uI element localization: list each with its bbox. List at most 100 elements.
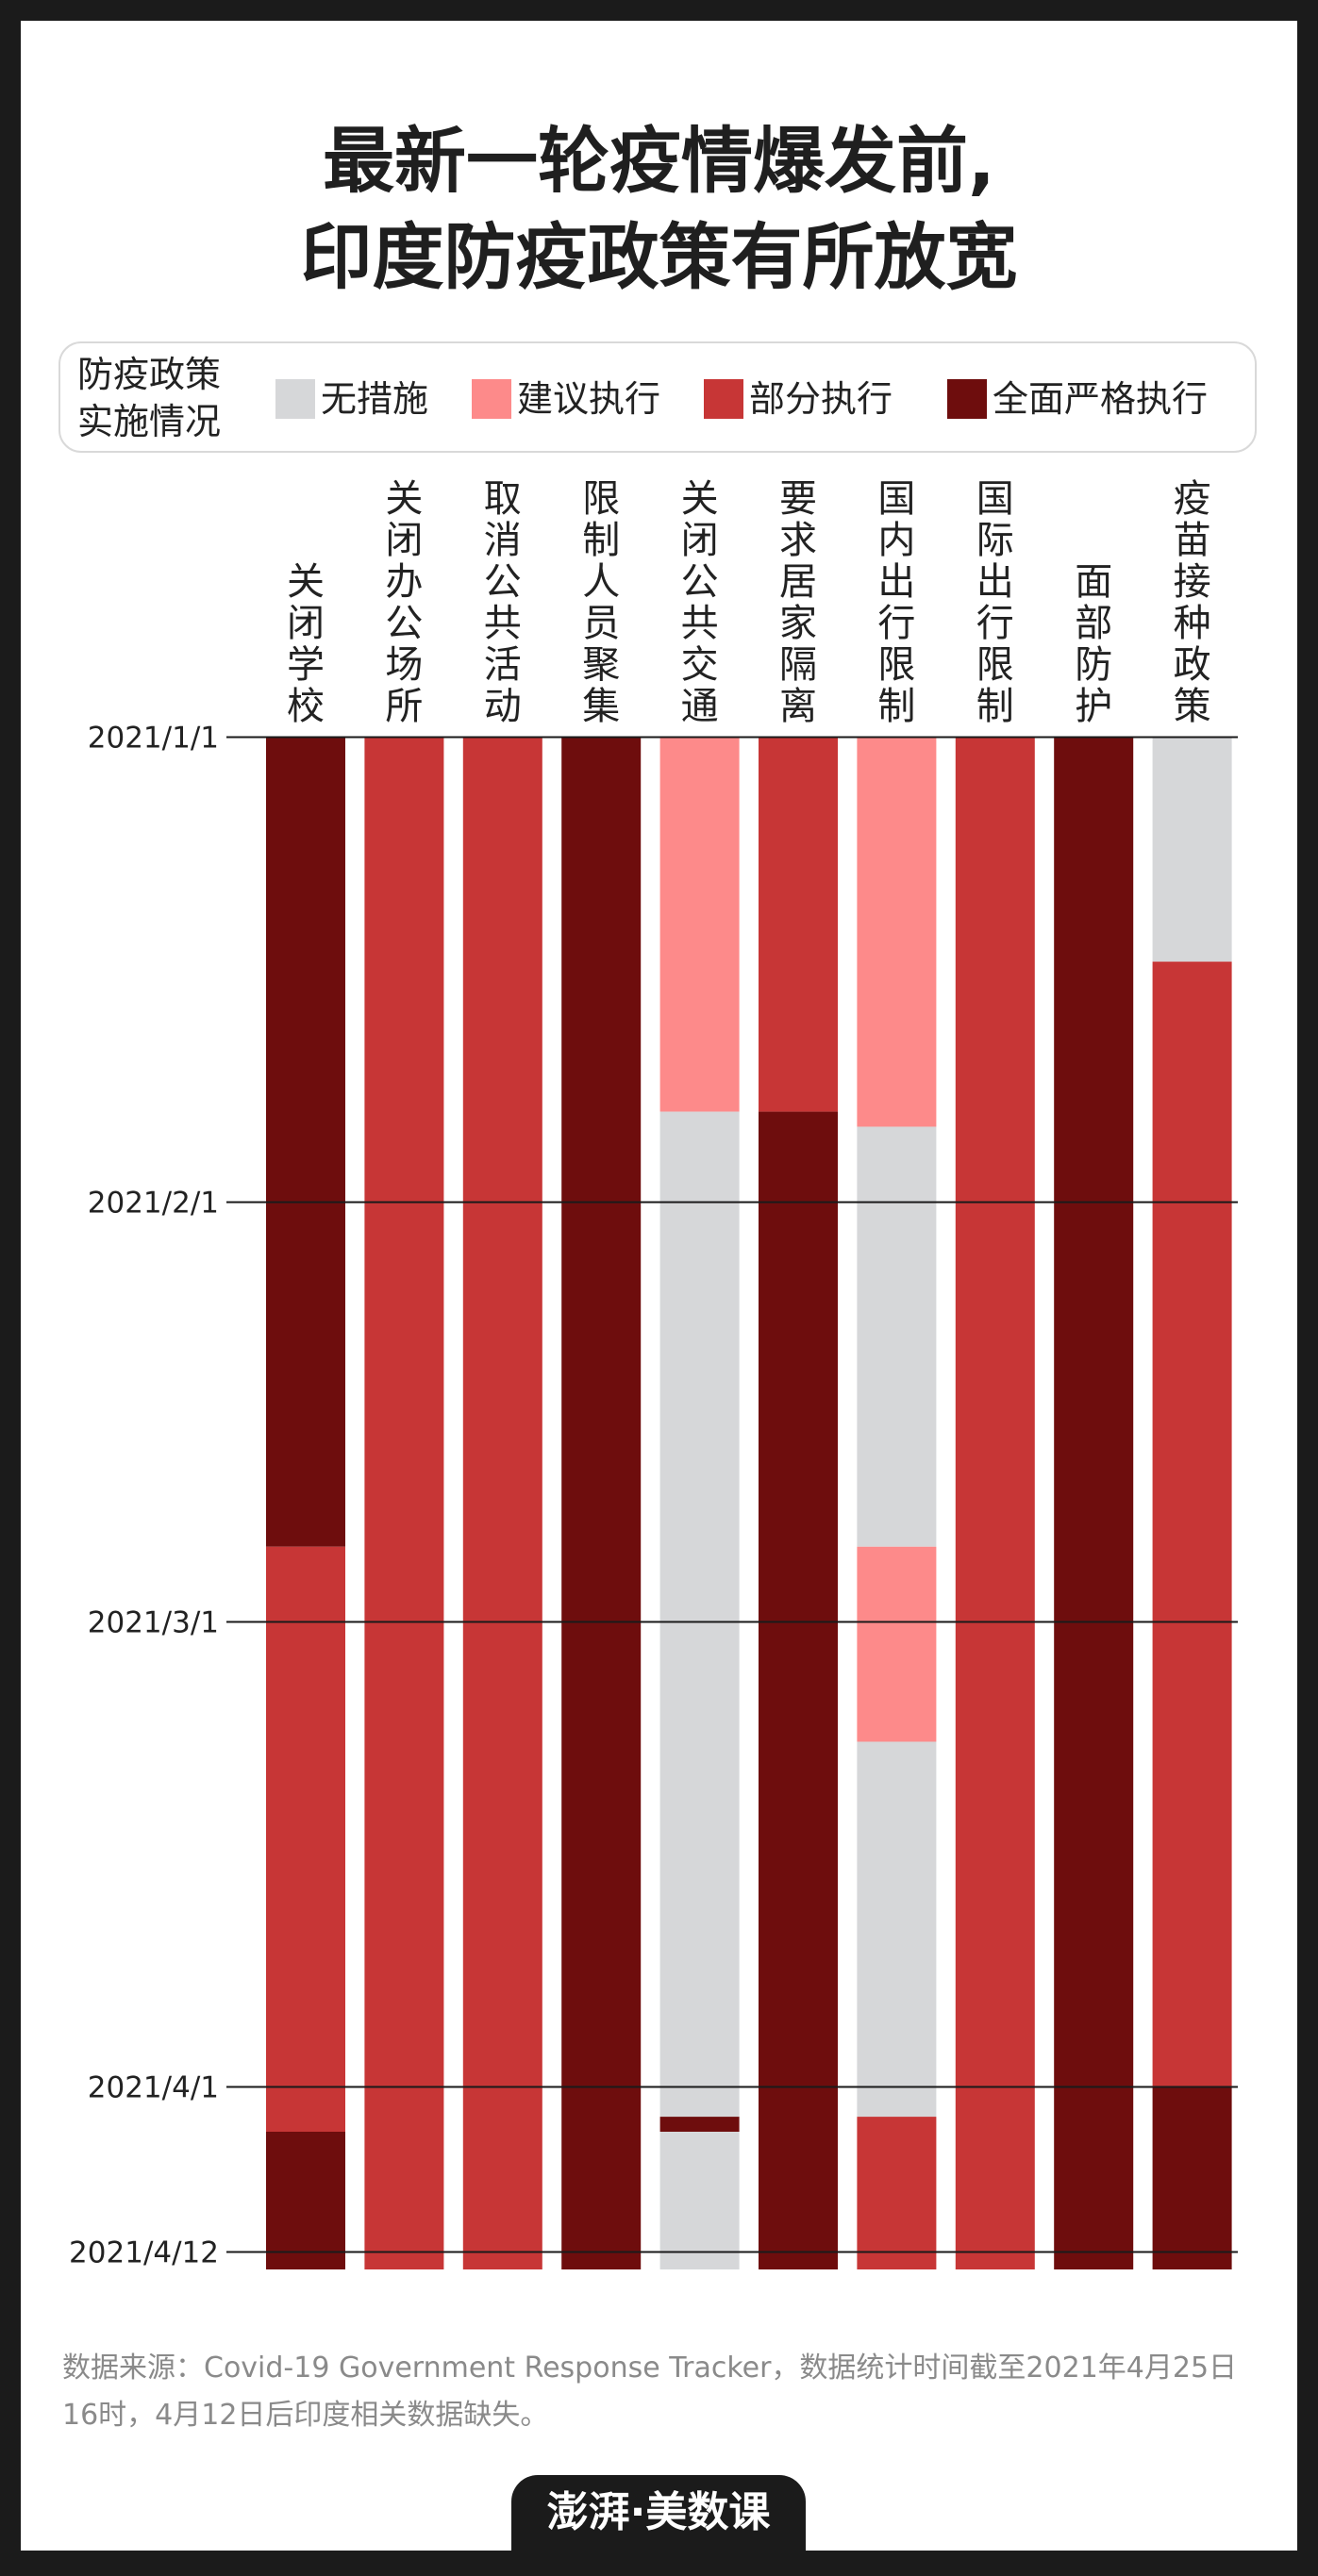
column-label-char: 家 [779,602,817,645]
title-line-1: 最新一轮疫情爆发前, [323,119,995,203]
column-label-char: 闭 [385,519,423,562]
column-label-char: 关 [681,477,719,521]
bar-segment [857,1741,937,2118]
column-label-char: 活 [484,643,522,687]
legend-label-recommended: 建议执行 [517,378,661,420]
column-label-char: 动 [484,685,522,728]
column-label-char: 限 [877,643,915,687]
bar-segment [857,2117,937,2269]
column-label-char: 闭 [681,519,719,562]
legend-swatch-partial [704,379,743,419]
column-label-char: 种 [1174,602,1211,645]
column-label-char: 交 [681,643,719,687]
column-label-char: 公 [681,560,719,604]
bar-segment [561,737,642,2269]
column-label-char: 通 [681,685,719,728]
column-label-char: 面 [1075,560,1112,604]
legend-swatch-recommended [472,379,511,419]
bar-segment [1054,737,1134,2269]
bar-segment [1152,961,1232,2087]
bar-segment [659,2132,740,2269]
column-label-char: 政 [1174,643,1211,687]
bar-segment [462,737,542,2269]
column-label-char: 共 [484,602,522,645]
column-label-char: 行 [976,602,1014,645]
column-label-char: 求 [779,519,817,562]
bar-segment [857,737,937,1127]
legend-title-line-1: 防疫政策 [77,354,222,395]
bar-segment [759,737,838,1112]
date-tick-label: 2021/3/1 [88,1606,219,1640]
column-label-char: 共 [681,602,719,645]
column-label-char: 公 [484,560,522,604]
column-label-char: 策 [1174,685,1211,728]
date-tick-label: 2021/2/1 [88,1187,219,1221]
legend: 防疫政策 实施情况 无措施 建议执行 部分执行 全面严格执行 [58,341,1257,453]
column-label-char: 制 [582,519,620,562]
date-tick-label: 2021/4/12 [69,2236,219,2270]
column-label-char: 疫 [1174,477,1211,521]
column-label-char: 国 [877,477,915,521]
column-label-char: 限 [582,477,620,521]
bar-segment [759,1111,838,2269]
column-label-char: 行 [877,602,915,645]
column-label-char: 隔 [779,643,817,687]
column-label-char: 接 [1174,560,1211,604]
bar-segment [266,1546,345,2132]
brand-logo: 澎湃·美数课 [546,2488,771,2536]
bar-segment [266,2132,345,2269]
column-label-char: 消 [484,519,522,562]
column-label-char: 限 [976,643,1014,687]
source-note: 数据来源：Covid-19 Government Response Tracke… [62,2352,1238,2432]
bar-segment [1152,737,1232,962]
column-label-char: 防 [1075,643,1112,687]
column-label-char: 要 [779,477,817,521]
legend-swatch-none [275,379,315,419]
column-label-char: 离 [779,685,817,728]
bar-segment [857,1126,937,1547]
bar-segment [364,737,444,2269]
column-label-char: 场 [385,643,423,687]
column-label-char: 制 [877,685,915,728]
column-label-char: 关 [287,560,325,604]
legend-swatch-strict [947,379,987,419]
date-tick-label: 2021/1/1 [88,722,219,756]
bar-segment [659,1111,740,2118]
bar-segment [659,737,740,1112]
column-label-char: 闭 [287,602,325,645]
bar-segment [857,1546,937,1742]
column-label-char: 所 [385,685,423,728]
column-label-char: 校 [287,685,325,728]
column-label-char: 国 [976,477,1014,521]
legend-title: 防疫政策 实施情况 [77,351,221,445]
bar-segment [955,737,1035,2269]
column-label-char: 学 [287,643,325,687]
column-label-char: 苗 [1174,519,1211,562]
column-label-char: 员 [582,602,620,645]
column-label-char: 关 [385,477,423,521]
legend-label-strict: 全面严格执行 [993,378,1209,420]
bar-segment [1152,2086,1232,2269]
column-label-char: 人 [582,560,620,604]
legend-label-none: 无措施 [321,378,429,420]
bar-segment [659,2117,740,2132]
date-tick-label: 2021/4/1 [88,2071,219,2105]
column-label-char: 内 [877,519,915,562]
column-label-char: 集 [582,685,620,728]
column-label-char: 办 [385,560,423,604]
column-label-char: 制 [976,685,1014,728]
column-label-char: 公 [385,602,423,645]
brand-logo-tab: 澎湃·美数课 [511,2475,806,2560]
policy-timeline-chart: 关闭学校关闭办公场所取消公共活动限制人员聚集关闭公共交通要求居家隔离国内出行限制… [69,477,1238,2270]
legend-title-line-2: 实施情况 [77,401,222,442]
column-label-char: 部 [1075,602,1112,645]
chart-title: 最新一轮疫情爆发前, 印度防疫政策有所放宽 [0,113,1318,306]
legend-label-partial: 部分执行 [749,378,893,420]
column-label-char: 出 [877,560,915,604]
column-label-char: 取 [484,477,522,521]
bar-segment [266,737,345,1547]
column-label-char: 出 [976,560,1014,604]
column-label-char: 居 [779,560,817,604]
column-label-char: 聚 [582,643,620,687]
title-line-2: 印度防疫政策有所放宽 [300,215,1018,299]
